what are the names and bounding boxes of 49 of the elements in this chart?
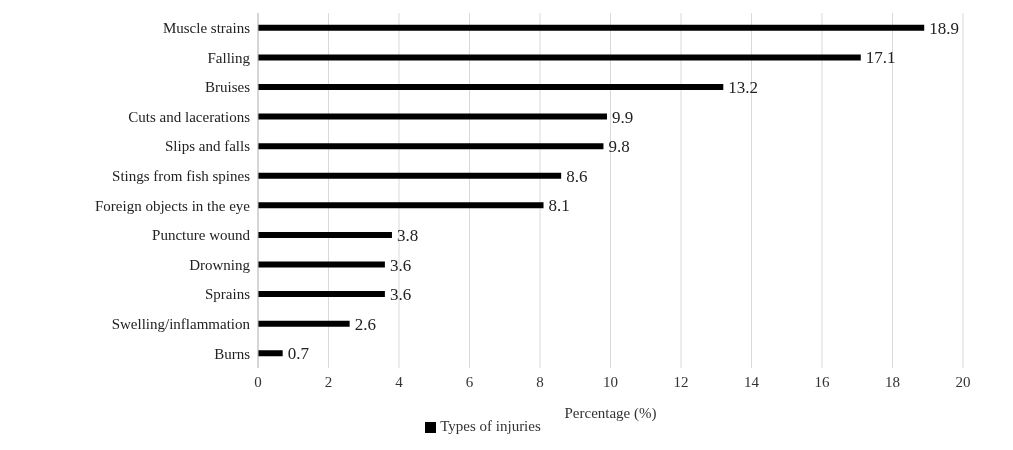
y-tick-label: Slips and falls — [165, 138, 251, 155]
data-label: 3.8 — [396, 225, 419, 245]
data-label: 8.6 — [566, 166, 588, 186]
bar — [258, 202, 544, 209]
x-tick-label: 16 — [814, 373, 830, 390]
y-tick-label: Burns — [214, 345, 251, 362]
x-axis-title: Percentage (%) — [564, 405, 657, 422]
x-tick-label: 10 — [603, 373, 618, 390]
data-label: 9.9 — [611, 107, 634, 127]
y-tick-label: Muscle strains — [162, 20, 251, 37]
x-tick-label: 8 — [536, 373, 544, 390]
x-tick-label: 12 — [673, 373, 689, 390]
data-label: 0.7 — [287, 344, 310, 364]
y-tick-label: Foreign objects in the eye — [95, 197, 251, 214]
bar — [258, 291, 385, 298]
data-label: 8.1 — [548, 196, 570, 216]
bar — [258, 261, 385, 268]
bar — [258, 54, 861, 61]
bar — [258, 172, 562, 179]
data-label: 9.8 — [608, 137, 630, 157]
x-tick-label: 2 — [324, 373, 333, 390]
y-tick-label: Cuts and lacerations — [128, 108, 251, 125]
x-tick-label: 20 — [955, 373, 971, 390]
data-label: 3.6 — [389, 285, 412, 305]
y-tick-label: Stings from fish spines — [112, 168, 251, 185]
data-label: 17.1 — [865, 48, 896, 68]
data-label: 13.2 — [728, 78, 759, 98]
legend-label: Types of injuries — [440, 418, 541, 434]
bar — [258, 231, 392, 238]
y-tick-label: Sprains — [205, 286, 251, 303]
x-tick-label: 18 — [885, 373, 900, 390]
bar — [258, 24, 925, 31]
bar — [258, 84, 724, 90]
bar — [258, 320, 350, 327]
y-tick-label: Falling — [207, 49, 251, 66]
bar — [258, 143, 604, 150]
x-tick-label: 6 — [465, 373, 474, 390]
bar — [258, 350, 283, 357]
bar — [258, 113, 607, 120]
data-label: 2.6 — [354, 314, 376, 334]
data-label: 18.9 — [929, 18, 959, 38]
y-tick-label: Puncture wound — [152, 227, 251, 244]
y-tick-label: Swelling/inflammation — [111, 315, 251, 332]
x-tick-label: 0 — [254, 373, 262, 390]
x-tick-label: 4 — [395, 373, 404, 390]
data-label: 3.6 — [389, 255, 412, 275]
y-tick-label: Drowning — [189, 256, 251, 273]
y-tick-label: Bruises — [205, 79, 251, 96]
x-tick-label: 14 — [744, 373, 760, 390]
